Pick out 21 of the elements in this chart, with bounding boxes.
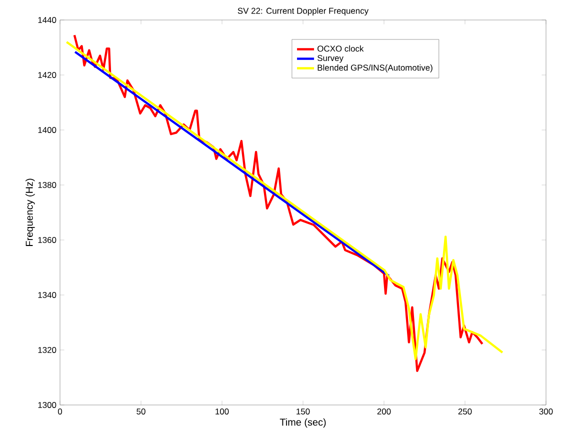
x-tick-label: 250 bbox=[458, 408, 472, 414]
y-tick-label: 1400 bbox=[38, 126, 56, 133]
x-axis-title: Time (sec) bbox=[280, 418, 326, 428]
x-tick-label: 200 bbox=[377, 408, 391, 414]
x-tick-label: 100 bbox=[216, 408, 229, 414]
chart-title: SV 22: Current Doppler Frequency bbox=[238, 8, 369, 16]
y-tick-label: 1340 bbox=[38, 292, 56, 298]
x-tick-label: 300 bbox=[539, 408, 553, 414]
legend-label: Blended GPS/INS(Automotive) bbox=[318, 64, 432, 72]
x-tick-label: 0 bbox=[58, 408, 62, 414]
legend-label: OCXO clock bbox=[318, 45, 364, 52]
y-tick-label: 1320 bbox=[38, 346, 56, 353]
y-tick-label: 1420 bbox=[38, 72, 56, 78]
x-tick-label: 150 bbox=[296, 408, 310, 414]
x-tick-label: 50 bbox=[136, 408, 146, 414]
y-tick-label: 1360 bbox=[38, 236, 56, 243]
y-tick-label: 1440 bbox=[38, 16, 56, 23]
y-tick-label: 1380 bbox=[38, 182, 56, 188]
y-axis-title: Frequency (Hz) bbox=[26, 178, 35, 246]
legend-label: Survey bbox=[318, 55, 344, 63]
y-tick-label: 1300 bbox=[38, 402, 56, 408]
